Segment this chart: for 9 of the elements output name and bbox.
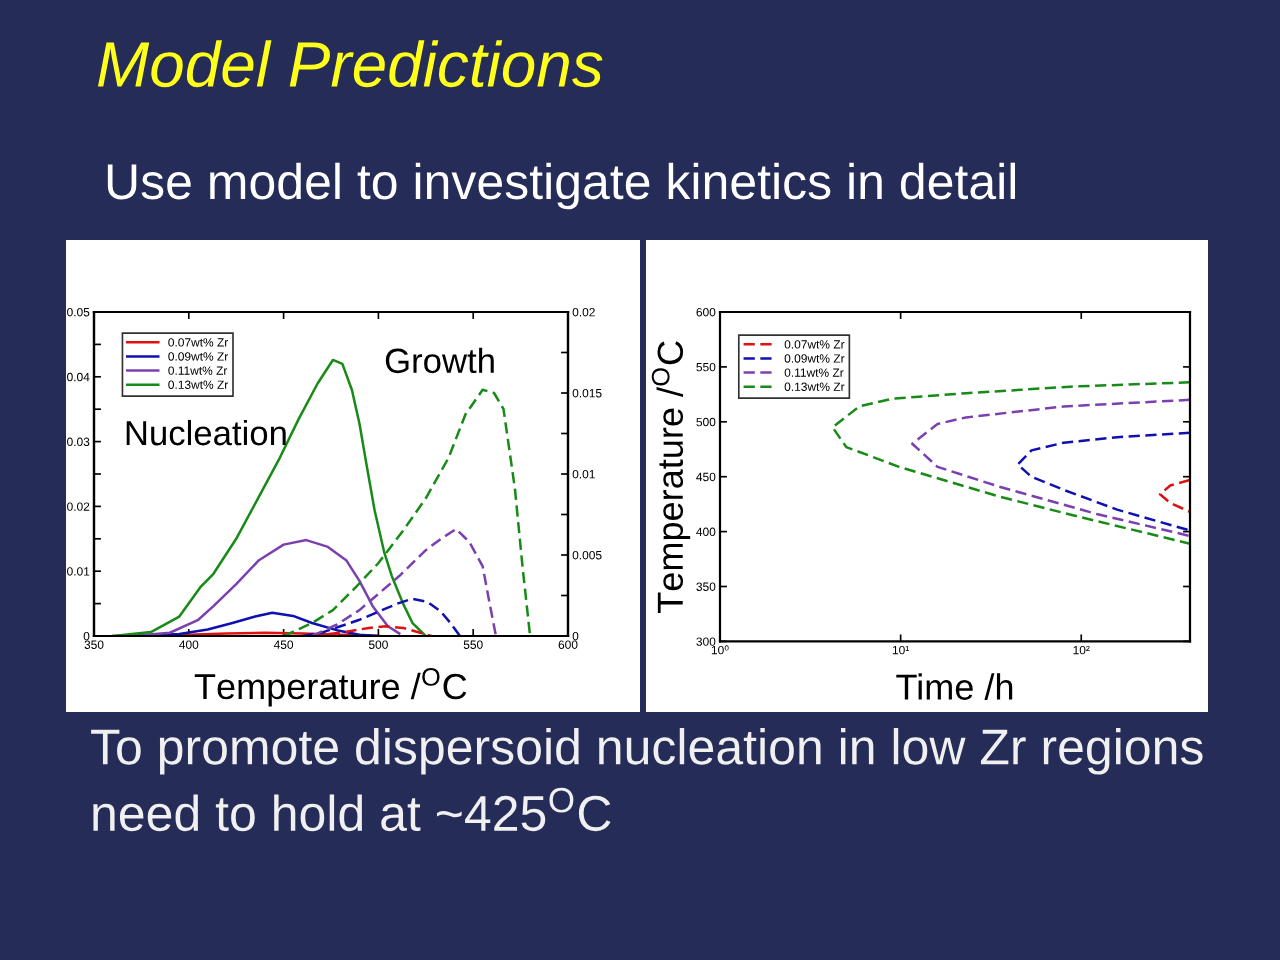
y-axis-title: Temperature /$^{O}$C [651,341,691,613]
text: To promote dispersoid nucleation in low Zr regions need to hold at ~425$^{O}$C [91,728,1203,832]
annotation: Growth [385,347,494,374]
line-series [1158,478,1190,514]
text: Model Predictions [97,40,603,88]
x-axis-title: Temperature /$^{O}$C [194,667,467,707]
x-axis-title: Time /h [896,673,1013,700]
text: Use model to investigate kinetics in detail [107,162,1016,210]
annotation: Nucleation [126,419,286,446]
